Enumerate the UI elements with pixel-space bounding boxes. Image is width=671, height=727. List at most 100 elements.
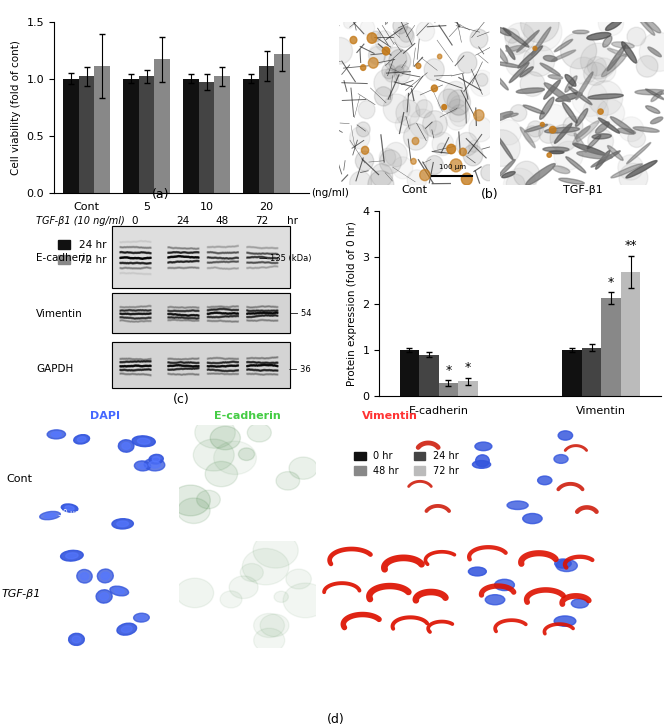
- Circle shape: [447, 89, 470, 115]
- Ellipse shape: [566, 157, 586, 173]
- Bar: [113, 225, 290, 288]
- Text: (b): (b): [481, 188, 499, 201]
- Circle shape: [505, 23, 535, 52]
- Circle shape: [429, 121, 443, 135]
- Circle shape: [547, 153, 552, 157]
- Circle shape: [540, 122, 544, 126]
- Text: DAPI: DAPI: [91, 411, 120, 421]
- Circle shape: [618, 155, 643, 180]
- Circle shape: [450, 159, 462, 172]
- Circle shape: [254, 614, 285, 638]
- Text: *: *: [465, 361, 471, 374]
- Circle shape: [523, 13, 562, 51]
- Circle shape: [356, 151, 374, 171]
- Text: Vimentin: Vimentin: [362, 411, 418, 421]
- Ellipse shape: [607, 49, 627, 56]
- Circle shape: [384, 142, 407, 166]
- Ellipse shape: [110, 586, 129, 596]
- Circle shape: [395, 66, 404, 76]
- Ellipse shape: [550, 150, 564, 153]
- Ellipse shape: [626, 161, 657, 178]
- Ellipse shape: [525, 124, 548, 132]
- Ellipse shape: [544, 55, 557, 62]
- Circle shape: [393, 18, 408, 34]
- Circle shape: [447, 144, 456, 153]
- Y-axis label: Cell viability (fold of cont): Cell viability (fold of cont): [11, 40, 21, 174]
- Ellipse shape: [612, 42, 634, 48]
- Ellipse shape: [137, 615, 146, 620]
- Ellipse shape: [132, 436, 155, 446]
- Circle shape: [438, 89, 460, 113]
- Ellipse shape: [545, 127, 580, 133]
- Ellipse shape: [607, 46, 625, 71]
- Ellipse shape: [476, 455, 489, 467]
- Circle shape: [524, 126, 541, 142]
- Circle shape: [591, 58, 616, 82]
- Ellipse shape: [81, 573, 89, 580]
- Text: Merge: Merge: [513, 411, 552, 421]
- Circle shape: [283, 583, 327, 618]
- Circle shape: [560, 33, 597, 69]
- Circle shape: [416, 100, 433, 118]
- Circle shape: [544, 105, 566, 127]
- Ellipse shape: [517, 31, 539, 52]
- Circle shape: [328, 38, 352, 64]
- Bar: [113, 225, 290, 288]
- Bar: [113, 342, 290, 388]
- Circle shape: [447, 100, 468, 122]
- Legend: 0 hr, 48 hr, 24 hr, 72 hr: 0 hr, 48 hr, 24 hr, 72 hr: [350, 447, 463, 480]
- Ellipse shape: [603, 36, 612, 47]
- Ellipse shape: [60, 550, 83, 561]
- Ellipse shape: [633, 126, 659, 132]
- Ellipse shape: [572, 31, 589, 33]
- Circle shape: [382, 64, 396, 79]
- Circle shape: [450, 105, 470, 126]
- Circle shape: [380, 150, 401, 174]
- Circle shape: [205, 462, 238, 486]
- Ellipse shape: [117, 521, 129, 526]
- Bar: [582, 348, 601, 396]
- Circle shape: [506, 49, 534, 77]
- Y-axis label: Protein expression (fold of 0 hr): Protein expression (fold of 0 hr): [347, 221, 357, 386]
- Ellipse shape: [591, 150, 620, 167]
- Ellipse shape: [152, 457, 160, 462]
- Circle shape: [520, 72, 545, 97]
- Circle shape: [374, 87, 393, 106]
- Circle shape: [358, 100, 375, 119]
- Ellipse shape: [68, 633, 85, 646]
- Bar: [601, 298, 621, 396]
- Circle shape: [409, 109, 436, 139]
- Ellipse shape: [499, 159, 515, 176]
- Circle shape: [371, 164, 393, 188]
- Circle shape: [213, 441, 256, 475]
- Ellipse shape: [543, 147, 569, 152]
- Bar: [215, 76, 230, 193]
- Ellipse shape: [651, 91, 662, 102]
- Ellipse shape: [621, 42, 637, 63]
- Ellipse shape: [571, 599, 588, 608]
- Ellipse shape: [121, 626, 132, 632]
- Text: 0: 0: [132, 217, 138, 226]
- Ellipse shape: [540, 63, 560, 76]
- Ellipse shape: [122, 443, 130, 449]
- Text: GAPDH: GAPDH: [36, 364, 74, 374]
- Bar: [79, 76, 95, 193]
- Ellipse shape: [506, 46, 515, 60]
- Ellipse shape: [76, 569, 92, 583]
- Circle shape: [554, 141, 583, 170]
- Circle shape: [639, 33, 671, 71]
- Circle shape: [411, 158, 416, 164]
- Circle shape: [628, 129, 646, 148]
- Circle shape: [437, 143, 446, 153]
- Ellipse shape: [544, 83, 570, 102]
- Circle shape: [424, 59, 444, 81]
- Ellipse shape: [605, 20, 622, 31]
- Circle shape: [368, 171, 394, 199]
- Ellipse shape: [554, 454, 568, 463]
- Circle shape: [505, 28, 519, 43]
- Circle shape: [425, 156, 444, 174]
- Circle shape: [210, 426, 240, 450]
- Ellipse shape: [138, 438, 150, 444]
- Bar: [274, 54, 290, 193]
- Ellipse shape: [573, 143, 605, 155]
